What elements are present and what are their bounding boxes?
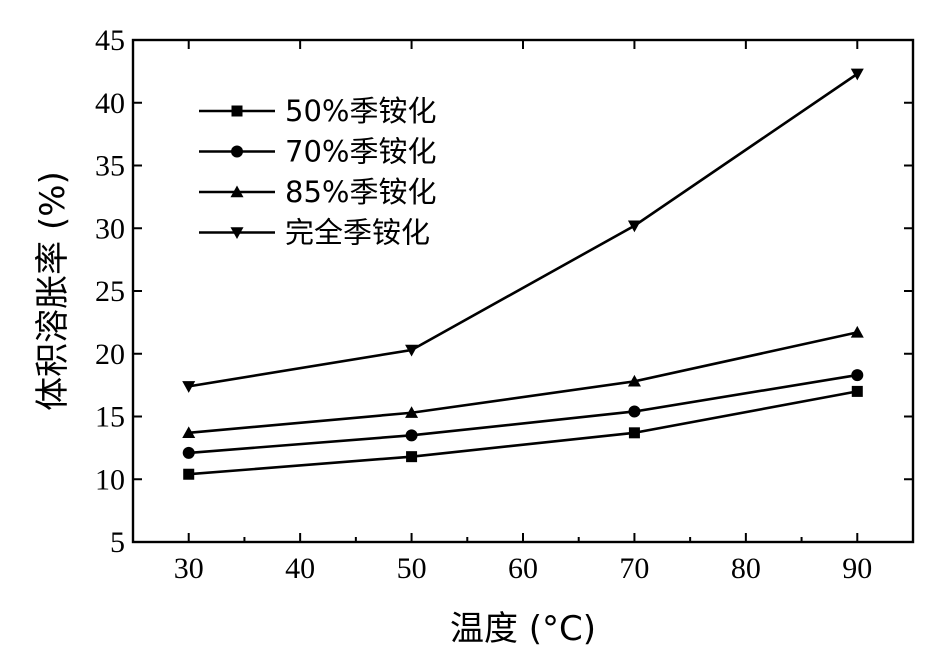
legend-item: 50%季铵化 [199,94,436,128]
data-point [627,374,641,387]
data-point [182,446,195,459]
data-point [850,68,864,81]
x-tick-label: 30 [174,552,204,585]
data-point [628,427,640,439]
ticks: 30 40 50 60 70 80 90 5 10 15 20 25 30 35 40 45 [95,24,914,585]
data-point [405,406,419,418]
legend-item: 85%季铵化 [199,175,436,209]
series-4 [182,68,864,393]
legend-label: 50%季铵化 [285,94,436,128]
data-point [628,405,641,418]
y-tick-label: 20 [95,338,125,371]
series-line [188,373,858,455]
x-tick-label: 50 [397,552,427,585]
series-3 [182,325,864,439]
legend-label: 完全季铵化 [285,216,430,250]
data-point [182,381,196,393]
series-line [188,72,859,388]
legend-marker [230,185,244,198]
legend-marker [230,227,244,239]
legend-label: 70%季铵化 [285,135,436,169]
legend-marker [231,105,243,117]
y-tick-label: 35 [95,150,125,183]
legend-item: 70%季铵化 [199,135,436,169]
y-tick-label: 30 [95,212,125,245]
legend-marker [231,145,243,158]
x-tick-label: 80 [731,552,761,585]
series-group [182,68,864,480]
y-tick-label: 45 [95,24,125,57]
x-tick-label: 60 [508,552,538,585]
data-point [850,325,864,338]
series-2 [182,369,864,459]
x-tick-label: 70 [619,552,649,585]
data-point [406,451,418,463]
data-point [405,429,418,442]
data-point [627,220,641,233]
series-1 [183,385,863,480]
series-line [188,390,858,476]
y-axis-title: 体积溶胀率 (%) [33,171,73,411]
legend-item: 完全季铵化 [199,216,430,250]
series-line [188,331,858,435]
x-tick-label: 90 [842,552,872,585]
y-tick-label: 15 [95,401,125,434]
data-point [851,385,863,397]
data-point [851,369,864,382]
y-tick-label: 40 [95,87,125,120]
data-point [182,426,196,439]
x-axis-title: 温度 (°C) [450,609,596,649]
y-tick-label: 25 [95,275,125,308]
x-tick-label: 40 [285,552,315,585]
legend-label: 85%季铵化 [285,175,436,209]
data-point [183,468,195,480]
y-tick-label: 10 [95,463,125,496]
data-point [405,344,419,357]
y-tick-label: 5 [110,526,125,559]
